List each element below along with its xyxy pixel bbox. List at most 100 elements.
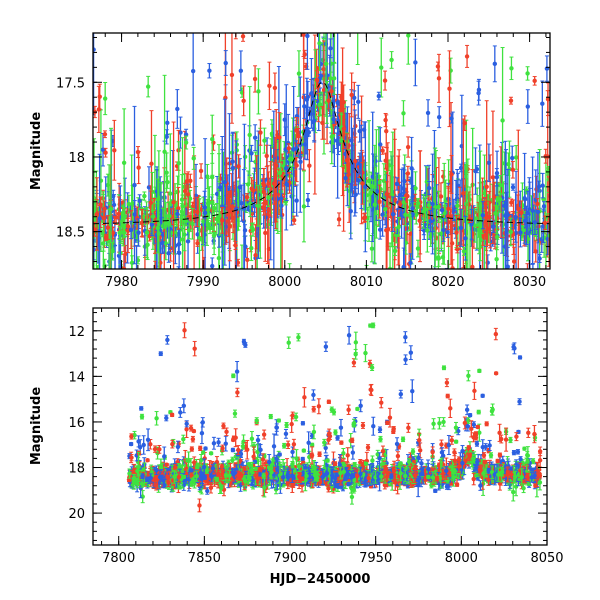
data-point (314, 77, 320, 83)
data-point (494, 256, 499, 262)
data-point (397, 192, 403, 198)
data-point (406, 33, 411, 38)
data-point (251, 188, 256, 193)
data-point (490, 175, 496, 180)
data-point (176, 206, 181, 211)
data-point (424, 285, 428, 289)
data-point (185, 192, 191, 197)
data-point (472, 223, 478, 228)
data-point (482, 190, 487, 196)
data-point (403, 314, 407, 318)
data-point (211, 233, 217, 238)
data-point (97, 216, 102, 221)
data-point (93, 47, 96, 52)
data-point (190, 221, 195, 227)
data-point (282, 117, 287, 122)
data-point (329, 23, 333, 27)
data-point (210, 263, 215, 269)
data-point (383, 206, 388, 212)
data-point (323, 61, 329, 66)
data-point (318, 103, 323, 109)
data-point (331, 76, 337, 81)
data-point (256, 89, 261, 94)
data-point (210, 200, 215, 205)
data-point (176, 250, 182, 256)
data-point (164, 134, 169, 140)
data-point (102, 96, 108, 101)
data-point (462, 120, 467, 126)
data-point (94, 325, 98, 329)
data-point (465, 220, 471, 225)
data-point (464, 54, 470, 59)
data-point (176, 160, 182, 166)
data-point (212, 205, 217, 211)
data-point (403, 212, 408, 218)
data-point (344, 158, 350, 163)
data-point (332, 8, 336, 12)
data-point (244, 195, 250, 200)
data-point (461, 191, 466, 196)
data-point (535, 201, 540, 207)
data-point (305, 197, 311, 203)
data-point (377, 199, 382, 204)
data-point (253, 253, 258, 258)
data-point (242, 154, 248, 160)
data-point (508, 98, 514, 103)
data-point (277, 170, 283, 176)
data-point (294, 128, 299, 133)
data-point (478, 203, 483, 209)
data-point (415, 246, 421, 251)
data-point (486, 160, 492, 166)
data-point (126, 201, 132, 207)
data-point (469, 222, 474, 227)
data-point (191, 156, 196, 161)
data-point (530, 208, 535, 213)
data-point (188, 178, 193, 184)
data-point (403, 282, 407, 286)
data-point (401, 186, 406, 191)
data-point (425, 110, 431, 116)
data-point (307, 163, 312, 168)
data-point (369, 246, 375, 251)
data-point (245, 257, 250, 263)
data-point (249, 151, 254, 156)
data-point (266, 195, 271, 200)
data-point (382, 78, 388, 83)
data-point (513, 155, 519, 160)
data-point (182, 188, 188, 194)
data-point (278, 196, 284, 201)
data-point (354, 12, 358, 16)
data-point (267, 83, 272, 89)
data-point (449, 172, 454, 177)
data-point (93, 217, 97, 223)
data-point (426, 185, 432, 191)
data-point (426, 202, 432, 208)
data-point (103, 150, 108, 155)
data-point (484, 184, 489, 189)
data-point (428, 234, 433, 239)
data-point (510, 184, 516, 190)
data-point (193, 296, 197, 300)
data-point (349, 92, 354, 98)
data-point (408, 260, 413, 265)
data-point (360, 181, 365, 186)
data-point (474, 166, 480, 172)
data-point (494, 234, 500, 240)
data-point (334, 138, 340, 143)
data-point (101, 241, 106, 246)
data-point (241, 98, 246, 104)
data-point (190, 68, 196, 74)
data-point (397, 201, 403, 207)
data-point (165, 120, 170, 126)
data-point (374, 188, 380, 194)
data-point (320, 120, 325, 126)
data-point (327, 6, 331, 10)
data-point (130, 201, 135, 206)
data-point (532, 78, 537, 84)
data-point (329, 134, 334, 140)
data-point (178, 130, 183, 135)
data-point (385, 285, 389, 289)
data-point (285, 140, 291, 146)
